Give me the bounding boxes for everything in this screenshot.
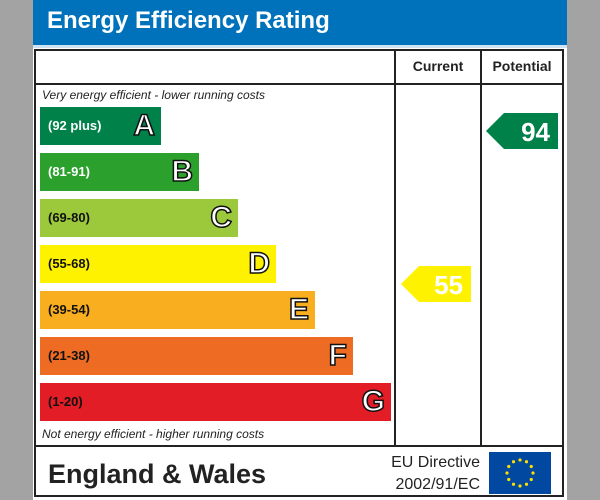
band-range: (1-20) [48, 394, 83, 409]
star-icon [511, 460, 516, 464]
star-icon [505, 471, 509, 475]
current-rating-value: 55 [434, 270, 463, 300]
potential-rating-arrow: 94 [486, 113, 558, 149]
band-bar-a: (92 plus) A [40, 107, 161, 145]
divider [36, 83, 562, 85]
star-icon [524, 482, 529, 486]
current-header: Current [412, 58, 464, 74]
band-bar-b: (81-91) B [40, 153, 199, 191]
band-bar-d: (55-68) D [40, 245, 276, 283]
band-letter: E [288, 292, 310, 327]
star-icon [518, 458, 522, 462]
top-note: Very energy efficient - lower running co… [42, 88, 265, 102]
potential-rating-value: 94 [521, 117, 550, 147]
band-letter: F [328, 338, 348, 373]
star-icon [518, 484, 522, 488]
band-range: (92 plus) [48, 118, 102, 133]
potential-header: Potential [492, 58, 552, 74]
band-letter: C [210, 200, 233, 235]
chart-title: Energy Efficiency Rating [47, 7, 330, 34]
divider [36, 445, 562, 447]
directive-label: EU Directive 2002/91/EC [376, 452, 480, 496]
divider [394, 51, 396, 447]
bottom-note: Not energy efficient - higher running co… [42, 427, 265, 441]
directive-line1: EU Directive [391, 454, 480, 471]
band-bar-e: (39-54) E [40, 291, 315, 329]
epc-panel: Energy Efficiency Rating Current Potenti… [33, 0, 567, 500]
star-icon [507, 477, 511, 482]
band-range: (69-80) [48, 210, 90, 225]
band-letter: D [248, 246, 271, 281]
current-rating-arrow: 55 [401, 266, 471, 302]
star-icon [507, 464, 511, 469]
rating-table: Current Potential Very energy efficient … [34, 49, 564, 497]
eu-flag-icon [489, 452, 551, 494]
band-letter: B [171, 154, 194, 189]
header: Energy Efficiency Rating [33, 0, 567, 48]
star-icon [529, 464, 533, 469]
directive-line2: 2002/91/EC [395, 476, 480, 493]
star-icon [529, 477, 533, 482]
region-label: England & Wales [48, 459, 267, 489]
star-icon [524, 460, 529, 464]
star-icon [511, 482, 516, 486]
star-icon [531, 471, 535, 475]
band-range: (39-54) [48, 302, 90, 317]
band-range: (21-38) [48, 348, 90, 363]
band-range: (81-91) [48, 164, 90, 179]
band-letter: G [361, 384, 386, 419]
divider [480, 51, 482, 447]
band-bar-g: (1-20) G [40, 383, 391, 421]
band-letter: A [133, 108, 156, 143]
band-range: (55-68) [48, 256, 90, 271]
band-bar-f: (21-38) F [40, 337, 353, 375]
band-bar-c: (69-80) C [40, 199, 238, 237]
